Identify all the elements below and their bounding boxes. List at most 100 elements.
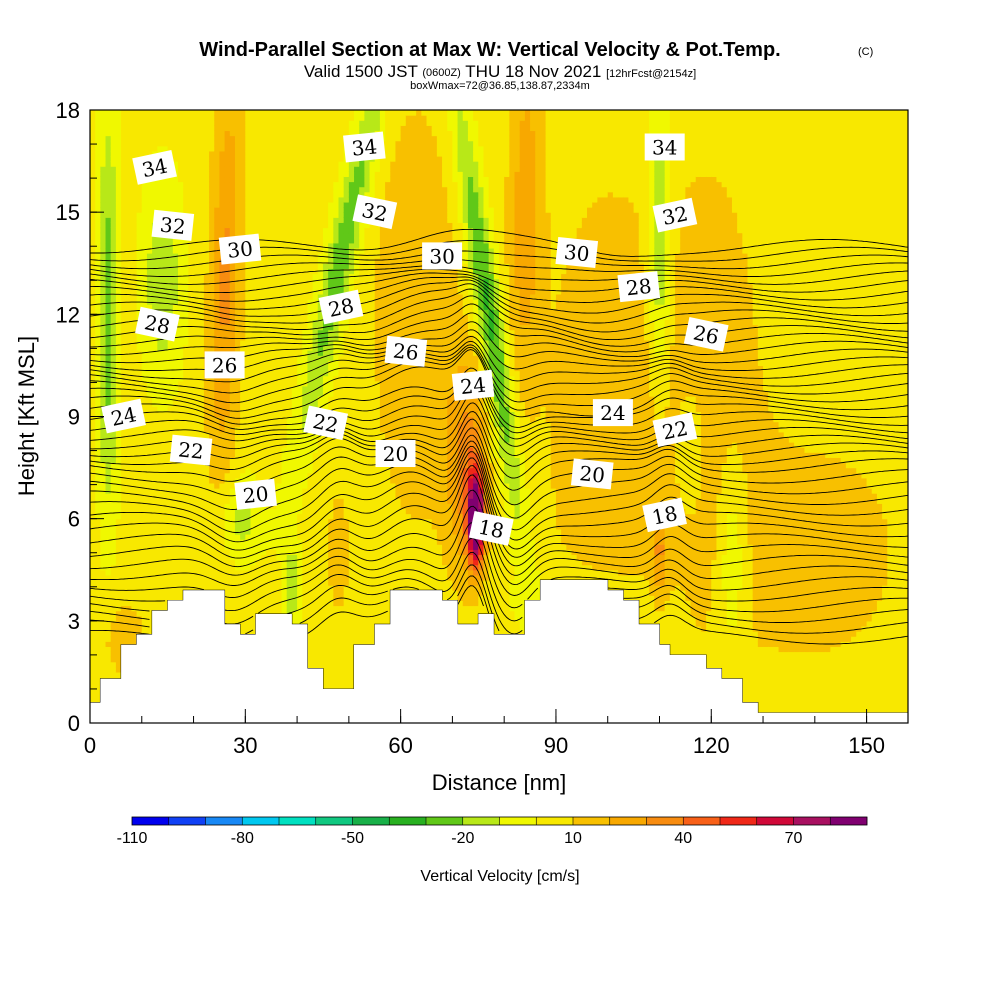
field-cell xyxy=(105,283,112,290)
field-cell xyxy=(188,549,195,556)
field-cell xyxy=(167,207,174,213)
field-cell xyxy=(90,610,96,617)
field-cell xyxy=(234,186,241,193)
field-cell xyxy=(126,436,133,443)
field-cell xyxy=(162,436,169,443)
field-cell xyxy=(209,232,215,239)
field-cell xyxy=(245,390,252,397)
field-cell xyxy=(255,472,262,479)
field-cell xyxy=(141,227,148,234)
field-cell xyxy=(183,171,189,178)
field-cell xyxy=(131,319,138,326)
field-cell xyxy=(115,212,122,218)
field-cell xyxy=(183,365,189,372)
field-cell xyxy=(224,462,231,469)
field-cell xyxy=(302,396,309,402)
field-cell xyxy=(167,554,174,561)
field-cell xyxy=(157,288,164,295)
field-cell xyxy=(281,288,288,295)
field-cell xyxy=(229,166,236,172)
field-cell xyxy=(281,329,288,336)
field-cell xyxy=(271,161,277,167)
field-cell xyxy=(105,482,112,489)
field-cell xyxy=(209,130,215,137)
field-cell xyxy=(286,253,293,259)
field-cell xyxy=(95,610,101,617)
field-cell xyxy=(157,482,164,489)
field-cell xyxy=(110,125,117,132)
field-cell xyxy=(126,227,133,234)
field-cell xyxy=(157,339,164,346)
field-cell xyxy=(146,227,153,234)
field-cell xyxy=(110,579,117,586)
field-cell xyxy=(172,196,179,203)
field-cell xyxy=(250,309,257,315)
field-cell xyxy=(271,217,277,223)
field-cell xyxy=(100,334,107,341)
field-cell xyxy=(188,416,195,423)
field-cell xyxy=(172,513,179,520)
field-cell xyxy=(297,457,303,464)
field-cell xyxy=(157,442,164,448)
field-cell xyxy=(209,125,215,132)
field-cell xyxy=(172,406,179,412)
field-cell xyxy=(276,508,283,515)
field-cell xyxy=(152,196,158,203)
field-cell xyxy=(162,283,169,290)
field-cell xyxy=(90,539,96,545)
field-cell xyxy=(115,150,122,157)
field-cell xyxy=(115,559,122,566)
field-cell xyxy=(276,110,283,116)
field-cell xyxy=(209,253,215,259)
field-cell xyxy=(146,544,153,550)
field-cell xyxy=(162,569,169,576)
field-cell xyxy=(167,344,174,351)
field-cell xyxy=(224,201,231,208)
field-cell xyxy=(193,135,200,142)
field-cell xyxy=(115,135,122,142)
field-cell xyxy=(183,201,189,208)
field-cell xyxy=(105,212,112,218)
field-cell xyxy=(240,467,246,474)
field-cell xyxy=(240,227,246,234)
field-cell xyxy=(126,625,133,632)
field-cell xyxy=(126,528,133,535)
field-cell xyxy=(193,421,200,428)
field-cell xyxy=(193,375,200,382)
field-cell xyxy=(198,130,205,137)
field-cell xyxy=(203,222,210,229)
field-cell xyxy=(255,222,262,229)
field-cell xyxy=(141,620,148,627)
field-cell xyxy=(245,370,252,377)
field-cell xyxy=(146,462,153,469)
field-cell xyxy=(302,513,309,520)
field-cell xyxy=(162,288,169,295)
field-cell xyxy=(271,564,277,571)
field-cell xyxy=(240,380,246,387)
field-cell xyxy=(167,559,174,566)
field-cell xyxy=(172,477,179,484)
field-cell xyxy=(110,503,117,510)
field-cell xyxy=(281,605,288,612)
field-cell xyxy=(183,482,189,489)
field-cell xyxy=(115,217,122,223)
field-cell xyxy=(240,217,246,223)
field-cell xyxy=(115,651,122,658)
field-cell xyxy=(126,115,133,121)
field-cell xyxy=(183,554,189,561)
field-cell xyxy=(141,288,148,295)
field-cell xyxy=(167,288,174,295)
field-cell xyxy=(141,145,148,152)
field-cell xyxy=(234,283,241,290)
field-cell xyxy=(136,309,143,315)
field-cell xyxy=(95,687,101,693)
field-cell xyxy=(255,161,262,167)
field-cell xyxy=(193,467,200,474)
field-cell xyxy=(281,176,288,183)
field-cell xyxy=(152,569,158,576)
field-cell xyxy=(281,253,288,259)
field-cell xyxy=(146,115,153,121)
field-cell xyxy=(131,605,138,612)
field-cell xyxy=(172,564,179,571)
field-cell xyxy=(198,110,205,116)
